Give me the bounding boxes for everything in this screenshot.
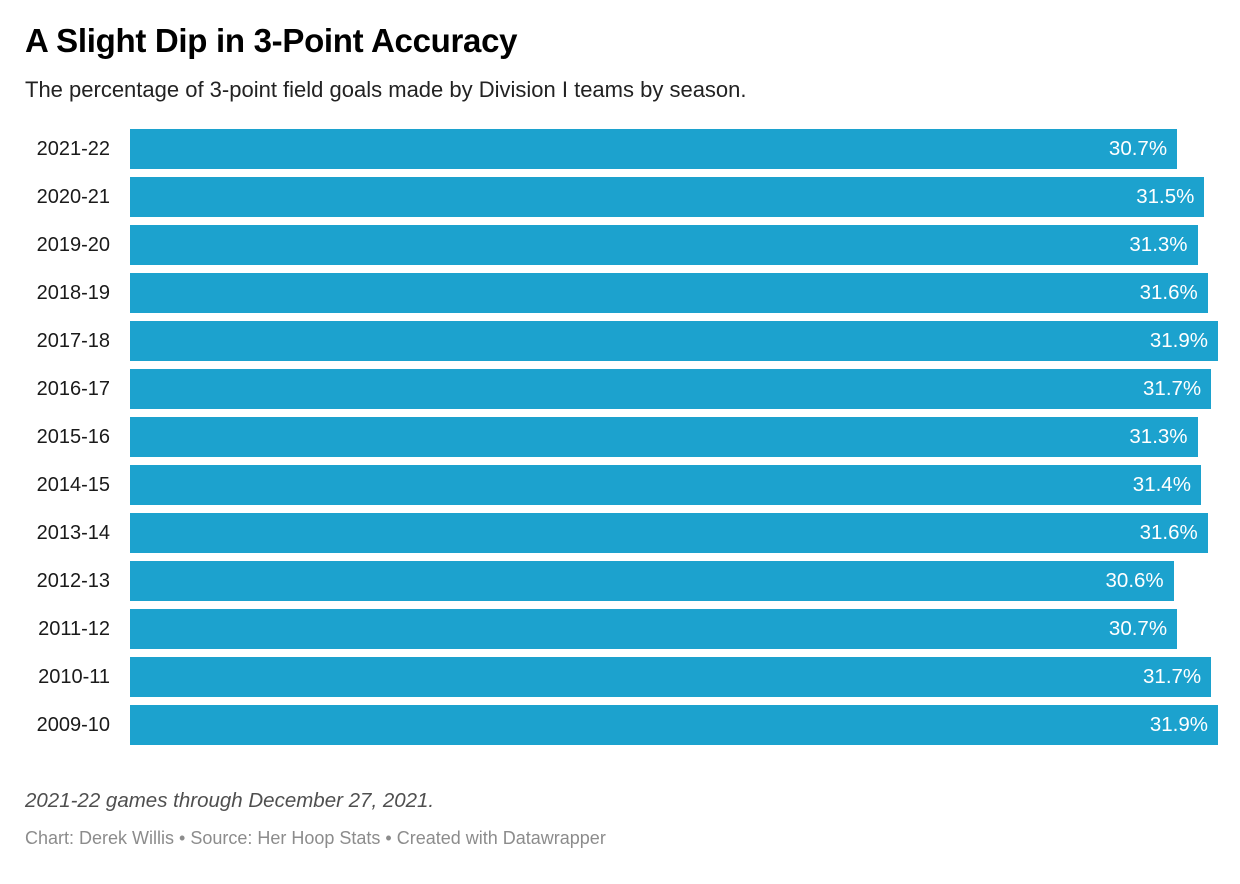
bar-value-label: 31.3%	[1129, 425, 1188, 449]
bar-value-label: 31.6%	[1139, 281, 1198, 305]
bar-row: 2019-20 31.3%	[25, 225, 1218, 266]
category-label: 2012-13	[36, 569, 110, 592]
bar-row: 2017-18 31.9%	[25, 321, 1218, 362]
chart-note: 2021-22 games through December 27, 2021.	[25, 789, 435, 813]
category-label: 2016-17	[36, 377, 110, 400]
bar-row: 2018-19 31.6%	[25, 273, 1218, 314]
bar-row: 2020-21 31.5%	[25, 177, 1218, 218]
bar-value-label: 30.7%	[1108, 137, 1168, 161]
bar: 31.5%	[130, 177, 1205, 218]
chart-footer: 2021-22 games through December 27, 2021.…	[0, 789, 1240, 849]
bar-track: 31.4%	[130, 465, 1218, 506]
bar-track: 31.3%	[130, 417, 1218, 458]
bar-row: 2015-16 31.3%	[25, 417, 1218, 458]
bar-row: 2012-13 30.6%	[25, 561, 1218, 602]
category-label: 2020-21	[36, 185, 110, 208]
bar-track: 31.7%	[130, 369, 1218, 410]
bar-value-label: 31.4%	[1132, 473, 1191, 497]
bar-track: 31.9%	[130, 705, 1218, 746]
bar-track: 31.6%	[130, 513, 1218, 554]
category-label: 2017-18	[36, 329, 110, 352]
bar-row: 2013-14 31.6%	[25, 513, 1218, 554]
bar: 31.9%	[130, 705, 1218, 746]
category-label: 2019-20	[36, 233, 110, 256]
bar-value-label: 31.7%	[1143, 377, 1202, 401]
bar-row: 2016-17 31.7%	[25, 369, 1218, 410]
bar-track: 31.5%	[130, 177, 1218, 218]
bar: 31.4%	[130, 465, 1201, 506]
bar: 31.3%	[130, 417, 1198, 458]
bar-row: 2009-10 31.9%	[25, 705, 1218, 746]
page-title: A Slight Dip in 3-Point Accuracy	[25, 22, 518, 59]
bar-track: 31.3%	[130, 225, 1218, 266]
bar-row: 2014-15 31.4%	[25, 465, 1218, 506]
bar-track: 30.7%	[130, 129, 1218, 170]
bar: 31.9%	[130, 321, 1218, 362]
bar: 30.7%	[130, 129, 1178, 170]
bar-value-label: 31.9%	[1149, 713, 1208, 737]
bar-value-label: 31.6%	[1139, 521, 1198, 545]
category-label: 2014-15	[36, 473, 110, 496]
chart-attribution: Chart: Derek Willis • Source: Her Hoop S…	[25, 828, 606, 849]
bar: 31.3%	[130, 225, 1198, 266]
category-label: 2015-16	[36, 425, 110, 448]
bar-row: 2011-12 30.7%	[25, 609, 1218, 650]
bar-value-label: 31.3%	[1129, 233, 1188, 257]
bar-value-label: 30.6%	[1105, 569, 1164, 593]
bar-track: 30.7%	[130, 609, 1218, 650]
bar-track: 30.6%	[130, 561, 1218, 602]
category-label: 2010-11	[38, 665, 110, 688]
chart-subtitle: The percentage of 3-point field goals ma…	[25, 76, 747, 102]
bar: 30.6%	[130, 561, 1174, 602]
bar-row: 2021-22 30.7%	[25, 129, 1218, 170]
category-label: 2021-22	[36, 137, 110, 160]
bar-track: 31.6%	[130, 273, 1218, 314]
category-label: 2013-14	[36, 521, 110, 544]
bar-chart: 2021-22 30.7% 2020-21 31.5% 2019-20 31.3% 2018…	[0, 129, 1240, 746]
bar-track: 31.9%	[130, 321, 1218, 362]
bar: 31.7%	[130, 657, 1212, 698]
bar-value-label: 31.5%	[1136, 185, 1195, 209]
bar: 30.7%	[130, 609, 1178, 650]
category-label: 2009-10	[36, 713, 110, 736]
bar: 31.7%	[130, 369, 1212, 410]
category-label: 2018-19	[36, 281, 110, 304]
chart-header: A Slight Dip in 3-Point Accuracy The per…	[0, 0, 1240, 103]
bar-value-label: 31.9%	[1149, 329, 1208, 353]
bar-track: 31.7%	[130, 657, 1218, 698]
bar-value-label: 30.7%	[1108, 617, 1168, 641]
bar: 31.6%	[130, 273, 1208, 314]
category-label: 2011-12	[38, 617, 110, 640]
bar-value-label: 31.7%	[1143, 665, 1202, 689]
bar: 31.6%	[130, 513, 1208, 554]
bar-row: 2010-11 31.7%	[25, 657, 1218, 698]
